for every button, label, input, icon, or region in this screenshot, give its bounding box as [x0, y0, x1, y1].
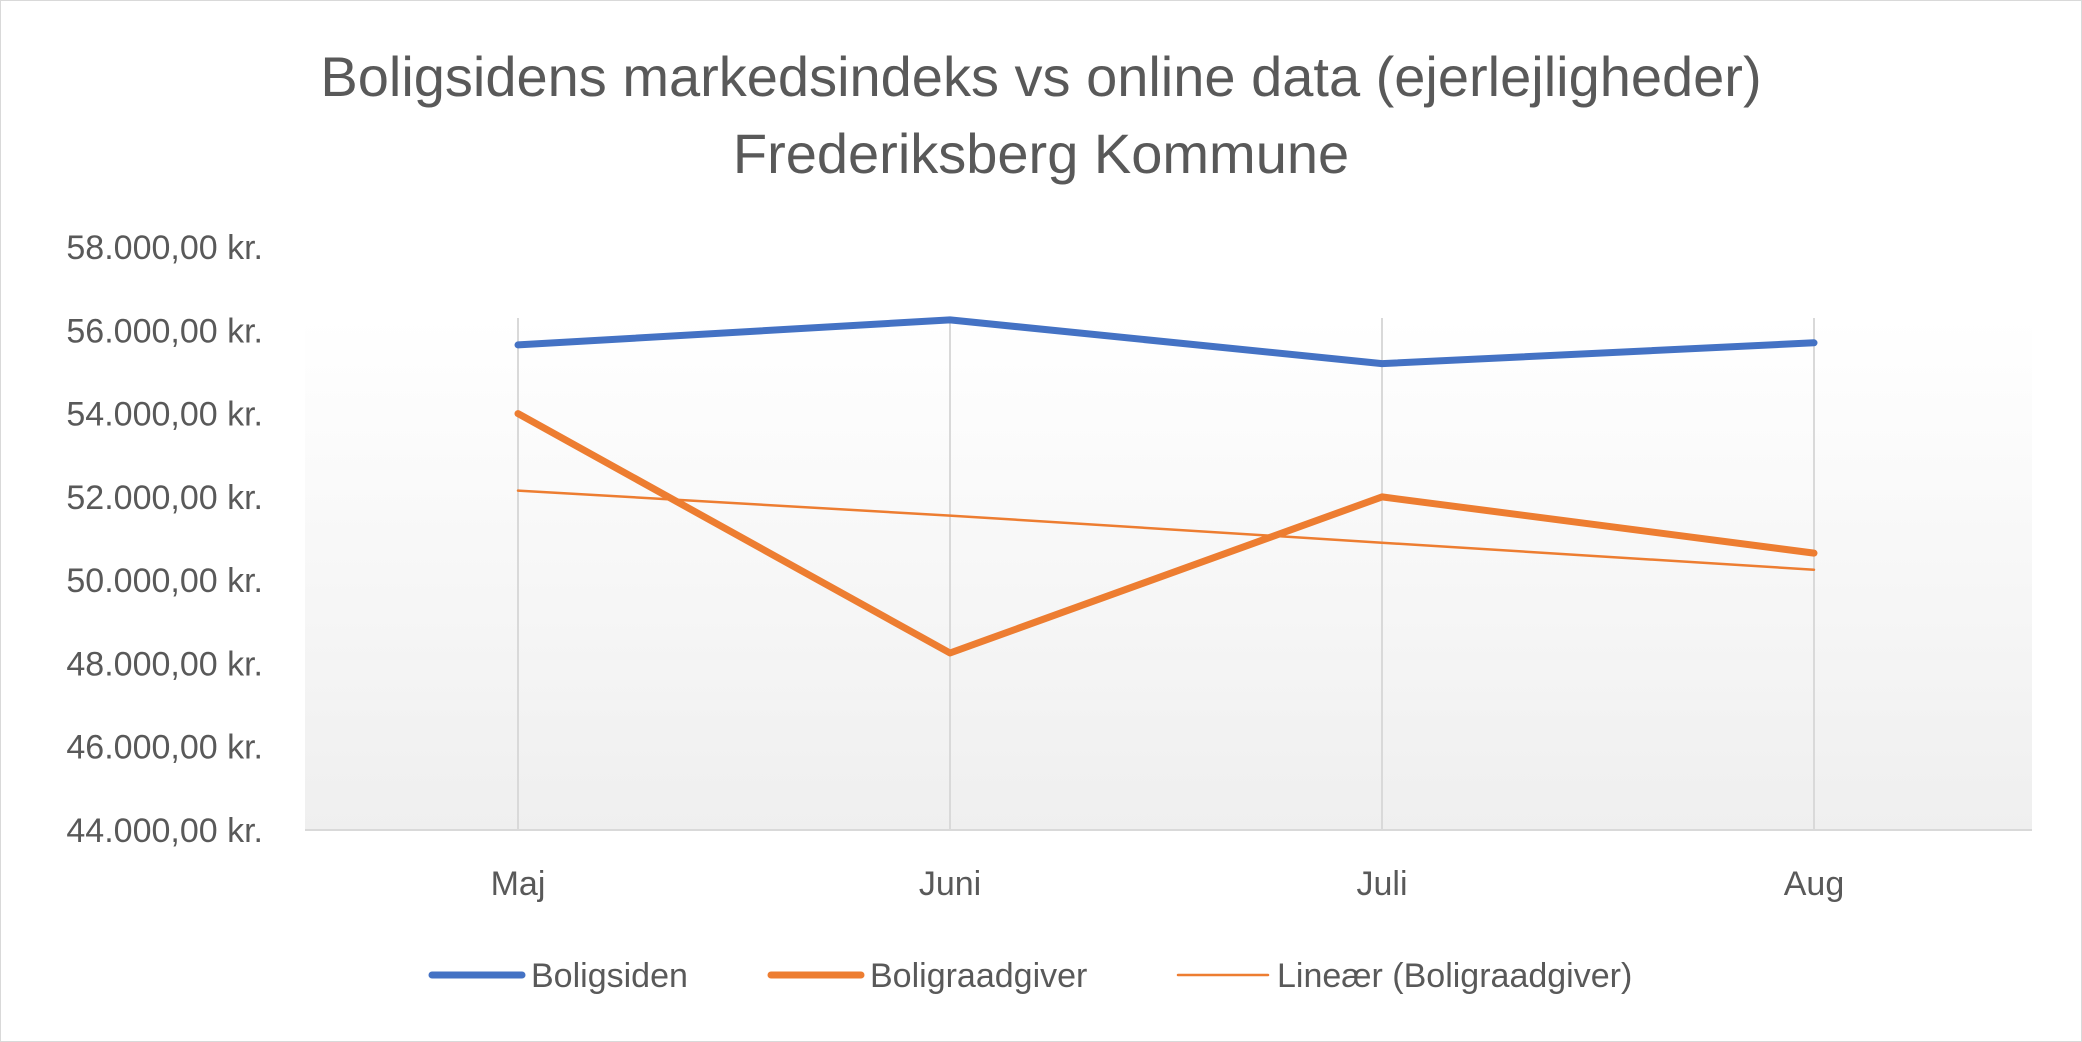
legend-label: Boligraadgiver [870, 957, 1087, 995]
series-line-lineær-boligraadgiver [516, 489, 1816, 571]
chart-subtitle: Frederiksberg Kommune [733, 122, 1349, 185]
legend-item-boligraadgiver: Boligraadgiver [767, 957, 1087, 995]
x-tick-label: Aug [1784, 865, 1845, 903]
x-tick-label: Maj [491, 865, 546, 903]
y-tick-label: 58.000,00 kr. [66, 229, 263, 267]
y-tick-label: 50.000,00 kr. [66, 562, 263, 600]
y-tick-label: 48.000,00 kr. [66, 645, 263, 683]
series-line-boligraadgiver [514, 410, 1818, 657]
y-tick-label: 54.000,00 kr. [66, 396, 263, 434]
legend-label: Lineær (Boligraadgiver) [1277, 957, 1632, 995]
y-tick-label: 56.000,00 kr. [66, 312, 263, 350]
chart-title: Boligsidens markedsindeks vs online data… [320, 45, 1761, 108]
y-tick-label: 46.000,00 kr. [66, 729, 263, 767]
legend-item-lineær-boligraadgiver: Lineær (Boligraadgiver) [1176, 957, 1632, 995]
legend-label: Boligsiden [531, 957, 688, 995]
series-line-boligsiden [514, 316, 1818, 368]
x-tick-label: Juni [919, 865, 981, 903]
legend-item-boligsiden: Boligsiden [428, 957, 688, 995]
x-tick-label: Juli [1356, 865, 1407, 903]
y-tick-label: 44.000,00 kr. [66, 812, 263, 850]
y-tick-label: 52.000,00 kr. [66, 479, 263, 517]
